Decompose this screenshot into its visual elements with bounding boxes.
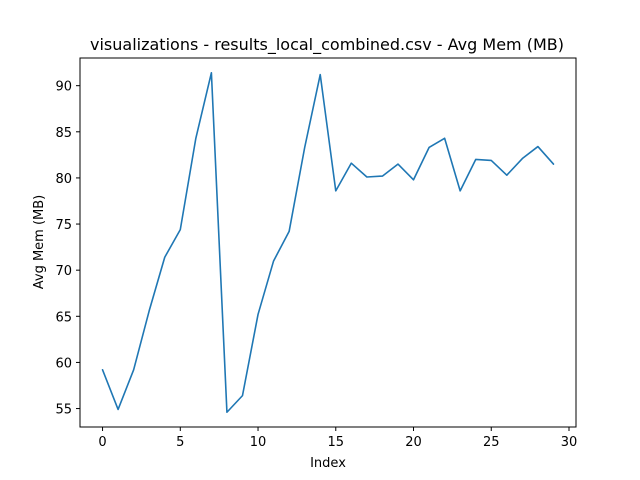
y-axis-ticks: 55 60 65 70 75 80 85 90 bbox=[55, 80, 80, 418]
plot-frame bbox=[79, 57, 577, 428]
plot-series bbox=[101, 71, 555, 414]
y-tick-label-0: 55 bbox=[55, 403, 72, 418]
y-tick-label-6: 85 bbox=[55, 126, 72, 141]
x-axis-ticks: 0 5 10 15 20 25 30 bbox=[98, 427, 577, 450]
y-tick-label-4: 75 bbox=[55, 218, 72, 233]
y-tick-label-1: 60 bbox=[55, 356, 72, 371]
x-tick-label-3: 15 bbox=[328, 435, 345, 450]
y-tick-label-2: 65 bbox=[55, 310, 72, 325]
x-tick-label-4: 20 bbox=[405, 435, 422, 450]
x-tick-label-5: 25 bbox=[483, 435, 500, 450]
y-tick-label-5: 80 bbox=[55, 172, 72, 187]
y-tick-label-7: 90 bbox=[55, 80, 72, 95]
y-axis-label: Avg Mem (MB) bbox=[32, 195, 47, 290]
series-line-0 bbox=[101, 71, 555, 414]
y-tick-label-3: 70 bbox=[55, 264, 72, 279]
chart-title: visualizations - results_local_combined.… bbox=[90, 35, 564, 55]
x-tick-label-2: 10 bbox=[250, 435, 267, 450]
x-axis-label: Index bbox=[310, 456, 346, 471]
x-tick-label-0: 0 bbox=[98, 435, 106, 450]
x-tick-label-6: 30 bbox=[561, 435, 578, 450]
x-tick-label-1: 5 bbox=[176, 435, 184, 450]
